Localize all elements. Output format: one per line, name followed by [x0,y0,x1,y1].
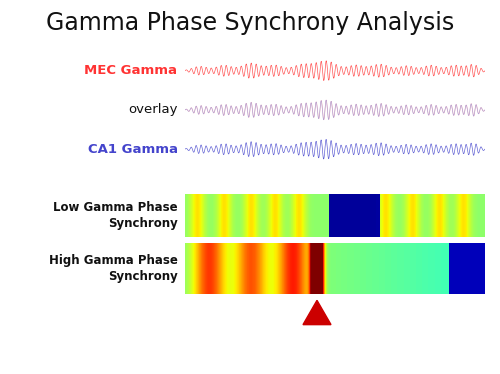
Text: Gamma Phase Synchrony Analysis: Gamma Phase Synchrony Analysis [46,11,454,35]
Text: Low Gamma Phase
Synchrony: Low Gamma Phase Synchrony [53,202,178,230]
Text: MEC Gamma: MEC Gamma [84,64,178,77]
Text: CA1 Gamma: CA1 Gamma [88,143,178,156]
Text: High Gamma Phase
Synchrony: High Gamma Phase Synchrony [48,254,178,283]
Text: overlay: overlay [128,104,178,116]
